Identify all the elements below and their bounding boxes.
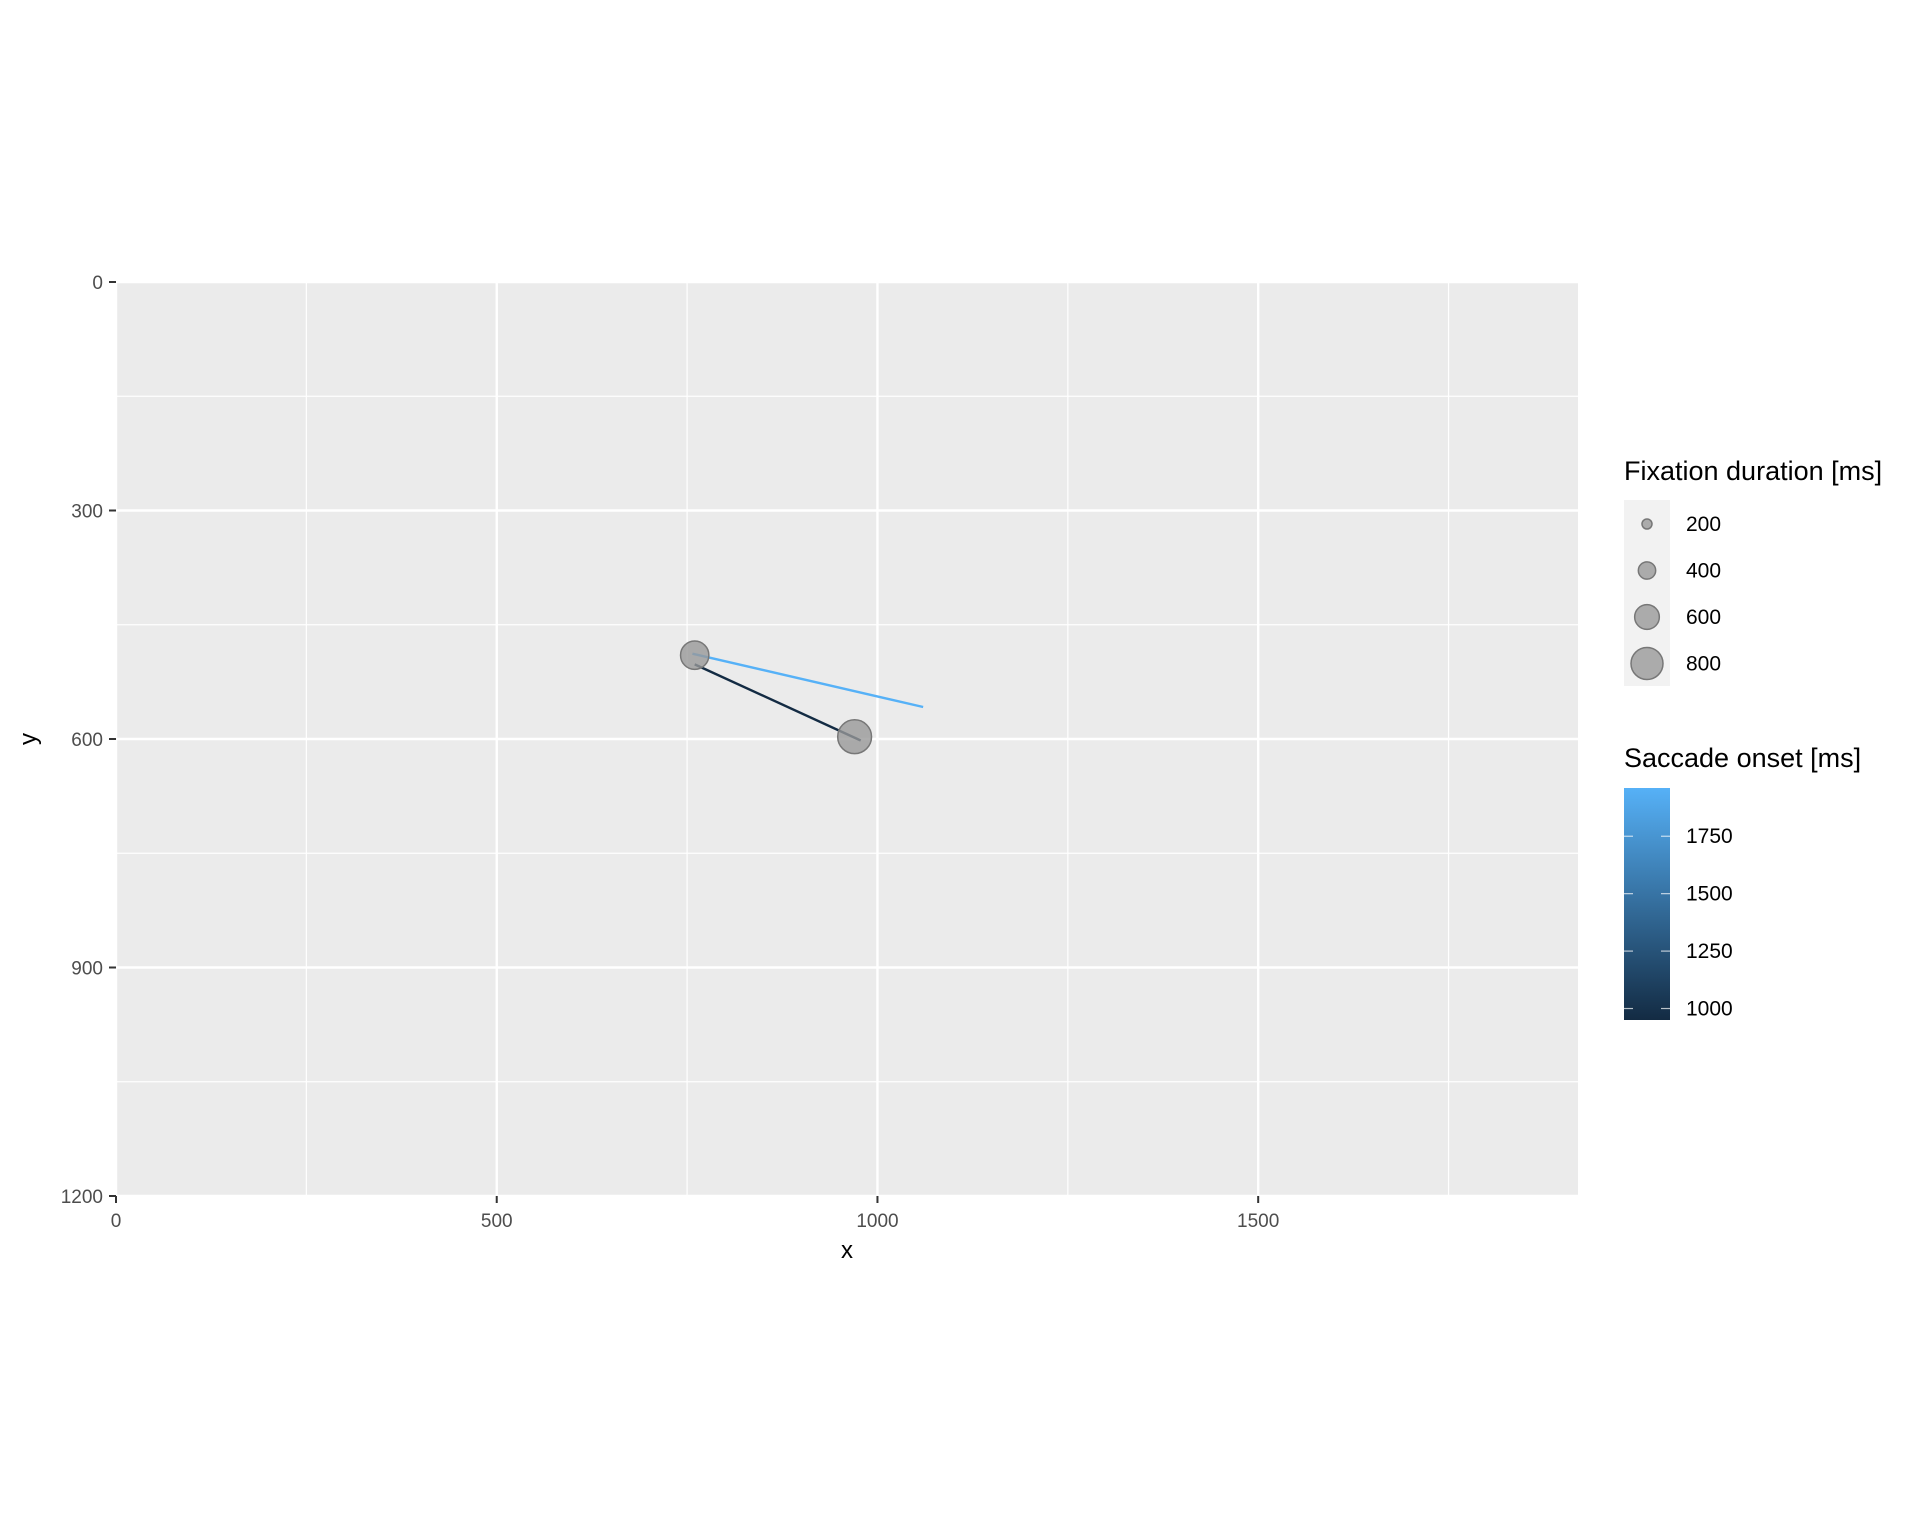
size-legend-key [1630, 646, 1664, 681]
size-legend: Fixation duration [ms] 200 400 600 800 [1624, 456, 1882, 686]
x-tick-label: 0 [111, 1211, 122, 1232]
color-legend: Saccade onset [ms] 1000 1250 1500 1750 [1624, 743, 1861, 1021]
size-legend-key [1641, 518, 1653, 530]
x-tick-label: 1500 [1237, 1211, 1279, 1232]
y-tick-label: 0 [92, 273, 103, 294]
color-legend-label: 1500 [1686, 883, 1733, 906]
x-tick-label: 500 [481, 1211, 513, 1232]
size-legend-key [1633, 603, 1661, 631]
size-legend-label: 600 [1686, 606, 1721, 629]
size-legend-title: Fixation duration [ms] [1624, 456, 1882, 486]
fixation-point [836, 719, 873, 755]
color-legend-label: 1000 [1686, 998, 1733, 1021]
size-legend-label: 800 [1686, 653, 1721, 676]
fixation-point [679, 640, 710, 671]
saccade-line [692, 652, 924, 709]
y-axis-title: y [15, 733, 42, 745]
size-legend-key [1637, 561, 1657, 580]
color-legend-title: Saccade onset [ms] [1624, 743, 1861, 773]
x-axis: 0 500 1000 1500 [111, 1196, 1279, 1232]
saccade-line [694, 663, 862, 742]
color-bar [1624, 788, 1670, 1020]
size-legend-label: 200 [1686, 513, 1721, 536]
y-tick-label: 900 [71, 959, 103, 980]
size-legend-label: 400 [1686, 560, 1721, 583]
y-axis: 0 300 600 900 1200 [61, 273, 116, 1208]
y-tick-label: 1200 [61, 1187, 103, 1208]
saccade-lines [692, 652, 924, 742]
fixation-points [679, 640, 873, 755]
color-legend-label: 1750 [1686, 825, 1733, 848]
x-tick-label: 1000 [856, 1211, 898, 1232]
y-tick-label: 600 [71, 730, 103, 751]
y-tick-label: 300 [71, 502, 103, 523]
x-axis-title: x [841, 1237, 853, 1264]
color-legend-label: 1250 [1686, 940, 1733, 963]
